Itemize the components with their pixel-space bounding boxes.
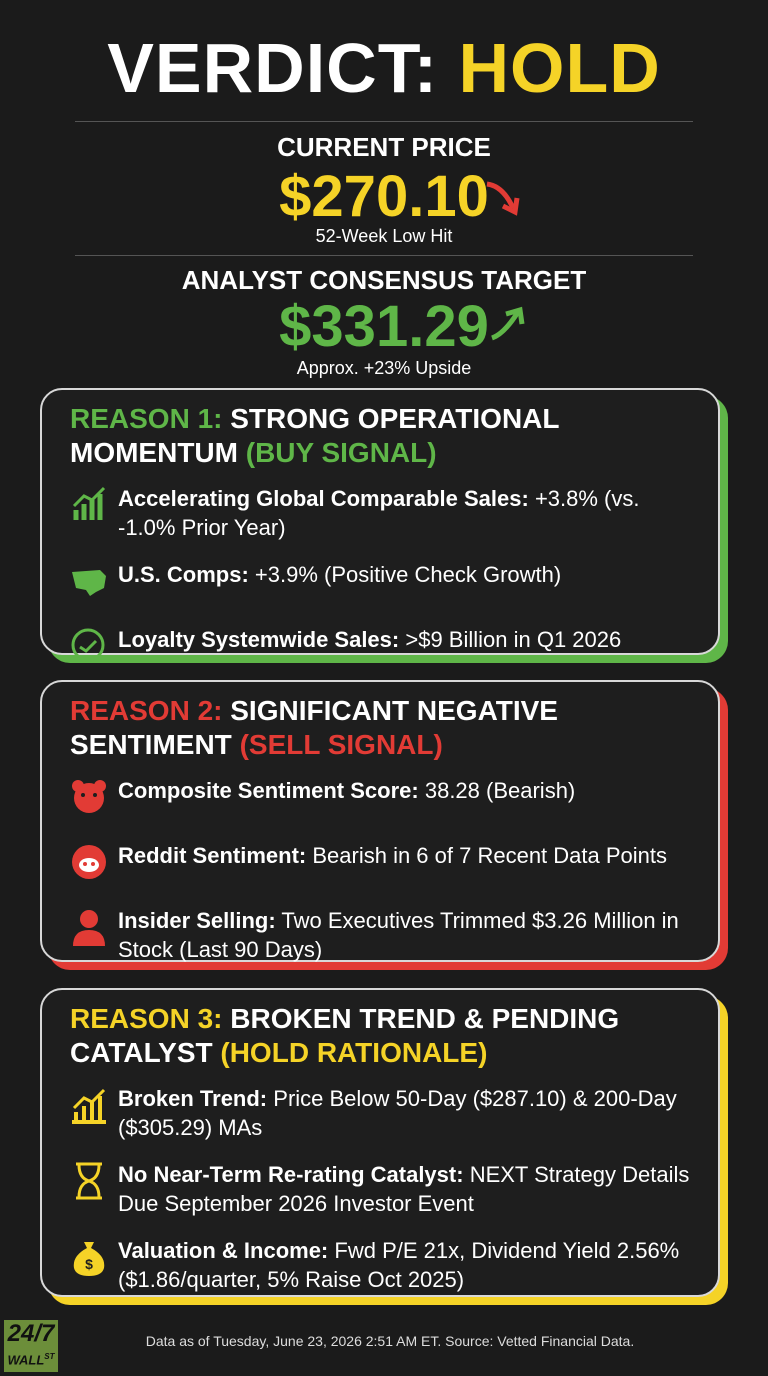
item-text: Loyalty Systemwide Sales: >$9 Billion in… <box>118 625 698 654</box>
item-icon <box>70 1086 118 1131</box>
icon <box>72 845 106 879</box>
logo-bottom: WALL <box>7 1352 45 1368</box>
item-detail: >$9 Billion in Q1 2026 <box>405 627 622 652</box>
item-label: Insider Selling: <box>118 908 276 933</box>
icon <box>72 486 106 520</box>
target-value: $331.29 <box>279 294 489 359</box>
reason-item: Accelerating Global Comparable Sales: +3… <box>70 484 698 542</box>
item-text: Accelerating Global Comparable Sales: +3… <box>118 484 698 542</box>
item-detail: 38.28 (Bearish) <box>424 778 576 803</box>
verdict-title: VERDICT: HOLD <box>0 28 768 108</box>
item-icon: $ <box>70 1238 118 1283</box>
reason-item: Reddit Sentiment: Bearish in 6 of 7 Rece… <box>70 841 698 888</box>
item-label: Broken Trend: <box>118 1086 268 1111</box>
reason-card: REASON 3: BROKEN TREND & PENDING CATALYS… <box>40 988 720 1297</box>
item-detail: Fwd P/E 21x, Dividend Yield 2.56% ($1.86… <box>118 1238 680 1292</box>
item-text: Insider Selling: Two Executives Trimmed … <box>118 906 698 964</box>
reason-prefix: REASON 1: <box>70 403 223 434</box>
item-icon <box>70 908 118 953</box>
item-icon <box>70 843 118 888</box>
item-detail: NEXT Strategy Details Due September 2026… <box>118 1162 690 1216</box>
reason-heading: REASON 3: BROKEN TREND & PENDING CATALYS… <box>70 1002 698 1070</box>
reason-item: Composite Sentiment Score: 38.28 (Bearis… <box>70 776 698 823</box>
reason-item: No Near-Term Re-rating Catalyst: NEXT St… <box>70 1160 698 1218</box>
reason-item: U.S. Comps: +3.9% (Positive Check Growth… <box>70 560 698 607</box>
logo: 24/7 WALLST <box>4 1320 58 1372</box>
reason-prefix: REASON 2: <box>70 695 223 726</box>
target-label: ANALYST CONSENSUS TARGET <box>181 265 587 295</box>
reason-item: $ Valuation & Income: Fwd P/E 21x, Divide… <box>70 1236 698 1294</box>
item-icon <box>70 486 118 531</box>
down-arrow <box>486 181 520 216</box>
reason-card: REASON 1: STRONG OPERATIONAL MOMENTUM (B… <box>40 388 720 662</box>
logo-top: 24/7 <box>7 1320 55 1347</box>
item-text: No Near-Term Re-rating Catalyst: NEXT St… <box>118 1160 698 1218</box>
divider <box>75 121 693 122</box>
reason-item: Loyalty Systemwide Sales: >$9 Billion in… <box>70 625 698 672</box>
reason-title: SIGNIFICANT NEGATIVE SENTIMENT <box>70 695 558 760</box>
item-icon <box>70 627 118 672</box>
title-verdict: HOLD <box>458 29 661 107</box>
item-label: Reddit Sentiment: <box>118 843 307 868</box>
icon <box>71 628 105 662</box>
item-detail: +3.9% (Positive Check Growth) <box>254 562 562 587</box>
item-text: Reddit Sentiment: Bearish in 6 of 7 Rece… <box>118 841 698 870</box>
item-detail: +3.8% (vs. -1.0% Prior Year) <box>118 486 640 540</box>
reason-signal: (BUY SIGNAL) <box>245 437 437 468</box>
item-detail: Two Executives Trimmed $3.26 Million in … <box>118 908 679 962</box>
price-label: CURRENT PRICE <box>277 132 491 162</box>
item-icon <box>70 778 118 823</box>
item-detail: Bearish in 6 of 7 Recent Data Points <box>312 843 668 868</box>
reason-item: Insider Selling: Two Executives Trimmed … <box>70 906 698 964</box>
reason-heading: REASON 1: STRONG OPERATIONAL MOMENTUM (B… <box>70 402 698 470</box>
icon <box>72 570 106 596</box>
item-text: Valuation & Income: Fwd P/E 21x, Dividen… <box>118 1236 698 1294</box>
icon <box>73 910 105 946</box>
item-icon <box>70 1162 118 1207</box>
icon <box>76 1162 102 1200</box>
divider <box>75 255 693 256</box>
icon <box>72 780 106 813</box>
item-icon <box>70 562 118 607</box>
item-detail: Price Below 50-Day ($287.10) & 200-Day (… <box>118 1086 677 1140</box>
item-label: No Near-Term Re-rating Catalyst: <box>118 1162 464 1187</box>
target-note: Approx. +23% Upside <box>296 358 472 378</box>
reason-prefix: REASON 3: <box>70 1003 223 1034</box>
item-label: U.S. Comps: <box>118 562 249 587</box>
logo-sup: ST <box>44 1352 55 1361</box>
price-value: $270.10 <box>279 164 489 229</box>
reason-item: Broken Trend: Price Below 50-Day ($287.1… <box>70 1084 698 1142</box>
price-note: 52-Week Low Hit <box>315 226 453 246</box>
item-text: U.S. Comps: +3.9% (Positive Check Growth… <box>118 560 698 589</box>
item-label: Composite Sentiment Score: <box>118 778 419 803</box>
item-label: Accelerating Global Comparable Sales: <box>118 486 529 511</box>
icon: $ <box>73 1242 105 1276</box>
item-label: Loyalty Systemwide Sales: <box>118 627 400 652</box>
reason-signal: (SELL SIGNAL) <box>239 729 443 760</box>
reason-card: REASON 2: SIGNIFICANT NEGATIVE SENTIMENT… <box>40 680 720 962</box>
reason-title: BROKEN TREND & PENDING CATALYST <box>70 1003 620 1068</box>
item-text: Composite Sentiment Score: 38.28 (Bearis… <box>118 776 698 805</box>
icon <box>72 1088 106 1124</box>
up-arrow <box>491 306 525 341</box>
item-label: Valuation & Income: <box>118 1238 329 1263</box>
title-prefix: VERDICT: <box>107 29 439 107</box>
item-text: Broken Trend: Price Below 50-Day ($287.1… <box>118 1084 698 1142</box>
svg-text:$: $ <box>85 1256 93 1272</box>
reason-heading: REASON 2: SIGNIFICANT NEGATIVE SENTIMENT… <box>70 694 698 762</box>
reason-signal: (HOLD RATIONALE) <box>220 1037 488 1068</box>
reason-title: STRONG OPERATIONAL MOMENTUM <box>70 403 560 468</box>
footer-note: Data as of Tuesday, June 23, 2026 2:51 A… <box>145 1333 635 1349</box>
